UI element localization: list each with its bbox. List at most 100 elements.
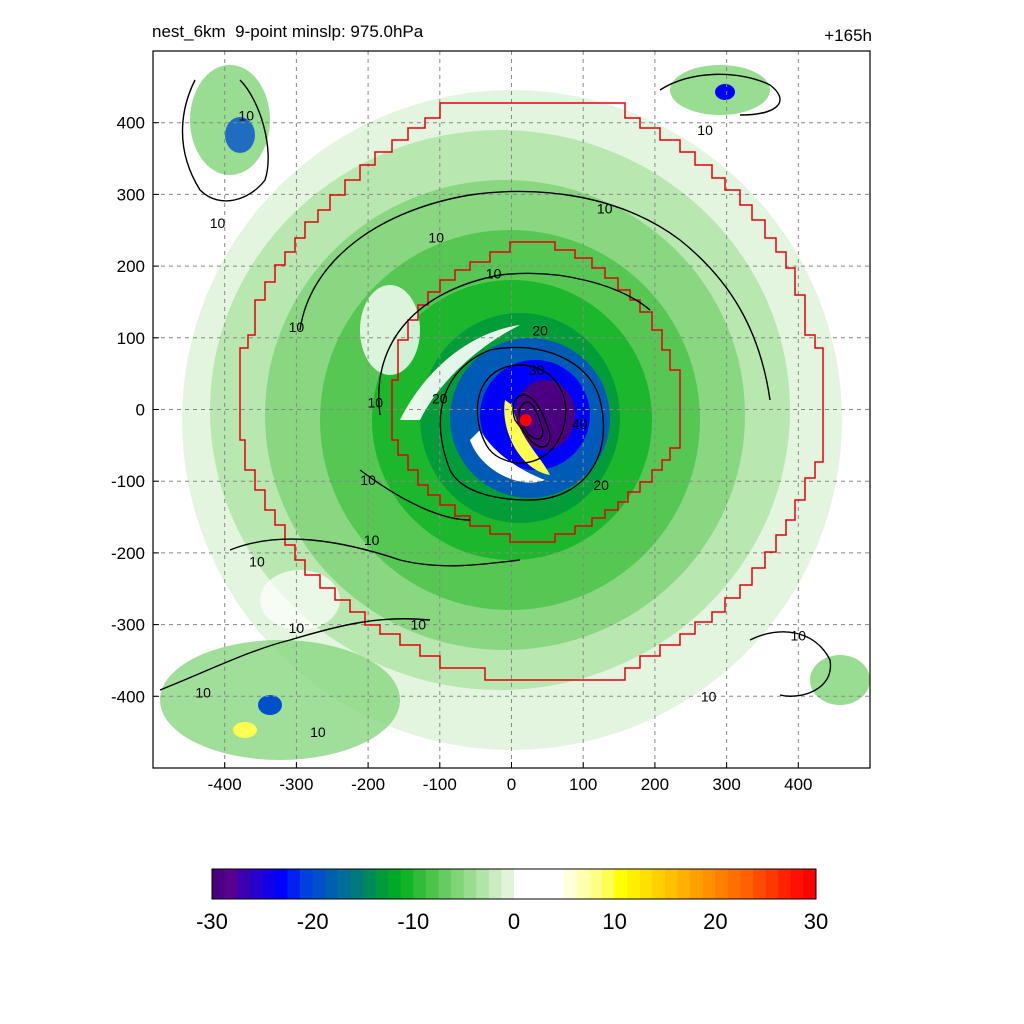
colorbar-swatch [526, 869, 540, 899]
colorbar-swatch [451, 869, 465, 899]
colorbar-swatch [778, 869, 792, 899]
contour-10-south [359, 469, 471, 521]
colorbar-swatch [425, 869, 439, 899]
contour-label: 10 [310, 724, 326, 740]
colorbar-swatch [576, 869, 590, 899]
colorbar-swatch [224, 869, 238, 899]
y-axis: 400 300 200 100 0 -100 -200 -300 -400 [111, 114, 159, 706]
colorbar-swatch [614, 869, 628, 899]
contour-20 [439, 346, 605, 501]
y-tick-label: -300 [111, 616, 145, 635]
colorbar-swatch [388, 869, 402, 899]
y-tick-label: 400 [117, 114, 145, 133]
y-tick-label: -200 [111, 544, 145, 563]
y-tick-label: 300 [117, 185, 145, 204]
colorbar-swatch [727, 869, 741, 899]
colorbar-swatch [413, 869, 427, 899]
colorbar-swatch [312, 869, 326, 899]
colorbar-tick-label: 10 [602, 909, 626, 934]
colorbar-swatch [212, 869, 226, 899]
colorbar-swatch [400, 869, 414, 899]
colorbar-tick-label: 20 [703, 909, 727, 934]
colorbar-tick-label: -20 [297, 909, 329, 934]
contour-ne-blob [659, 73, 781, 116]
colorbar-swatch [476, 869, 490, 899]
colorbar-swatch [501, 869, 515, 899]
colorbar-swatch [652, 869, 666, 899]
contour-label: 20 [432, 391, 448, 407]
colorbar-swatch [790, 869, 804, 899]
y-tick-label: 200 [117, 257, 145, 276]
x-tick-label: 0 [507, 775, 516, 794]
contour-label: 10 [486, 265, 502, 281]
contour-label: 10 [289, 620, 305, 636]
colorbar-swatch [539, 869, 553, 899]
colorbar-swatch [803, 869, 817, 899]
colorbar-swatch [325, 869, 339, 899]
colorbar-swatch [715, 869, 729, 899]
x-tick-label: -100 [423, 775, 457, 794]
colorbar-tick-label: -30 [196, 909, 228, 934]
contour-label: 40 [572, 416, 588, 432]
contour-label: 10 [238, 108, 254, 124]
contour-label: 10 [697, 122, 713, 138]
chart-title: nest_6km 9-point minslp: 975.0hPa [152, 22, 424, 41]
colorbar-swatch [702, 869, 716, 899]
contour-label: 30 [529, 362, 545, 378]
colorbar-swatch [337, 869, 351, 899]
colorbar [211, 868, 817, 900]
colorbar-swatch [740, 869, 754, 899]
field-layer [153, 51, 870, 768]
colorbar-tick-label: 30 [804, 909, 828, 934]
colorbar-swatch [287, 869, 301, 899]
x-tick-label: 200 [641, 775, 669, 794]
contour-10-mid [378, 272, 651, 416]
colorbar-frame [211, 868, 817, 900]
forecast-hour-label: +165h [824, 26, 872, 45]
contour-inner-2 [518, 401, 544, 440]
x-tick-label: 400 [784, 775, 812, 794]
contour-label: 20 [593, 477, 609, 493]
colorbar-swatch [438, 869, 452, 899]
colorbar-swatch [665, 869, 679, 899]
contour-label: 10 [289, 319, 305, 335]
contour-lines [159, 73, 832, 697]
colorbar-swatch [551, 869, 565, 899]
x-tick-label: -400 [208, 775, 242, 794]
y-tick-label: -400 [111, 687, 145, 706]
colorbar-swatch [627, 869, 641, 899]
y-tick-label: 0 [136, 401, 145, 420]
colorbar-swatch [488, 869, 502, 899]
contour-inner-1 [512, 394, 551, 448]
contour-se-blob [749, 631, 832, 697]
y-tick-label: -100 [111, 472, 145, 491]
colorbar-swatch [350, 869, 364, 899]
contour-label: 20 [532, 323, 548, 339]
colorbar-swatch [237, 869, 251, 899]
colorbar-swatch [564, 869, 578, 899]
contour-30 [476, 364, 567, 464]
colorbar-swatch [602, 869, 616, 899]
contour-label: 10 [597, 201, 613, 217]
colorbar-swatch [363, 869, 377, 899]
inner-nest-boundary [391, 241, 681, 543]
contour-nw-blob [181, 79, 269, 202]
contour-label: 10 [364, 532, 380, 548]
x-tick-label: 100 [569, 775, 597, 794]
contour-label: 10 [360, 472, 376, 488]
contour-labels: 10 10 10 10 10 10 10 10 10 10 10 10 10 10 10 10 10 20 20 20… [195, 108, 806, 741]
contour-10-sw [229, 538, 521, 567]
colorbar-tick-label: -10 [397, 909, 429, 934]
contour-label: 10 [210, 215, 226, 231]
contour-label: 10 [428, 229, 444, 245]
colorbar-swatch [249, 869, 263, 899]
contour-10-outer [299, 190, 771, 401]
outer-nest-boundary [239, 102, 824, 681]
colorbar-swatch [514, 869, 528, 899]
storm-center-marker [519, 414, 532, 427]
x-tick-label: 300 [712, 775, 740, 794]
colorbar-tick-label: 0 [508, 909, 520, 934]
colorbar-swatch [765, 869, 779, 899]
colorbar-swatch [300, 869, 314, 899]
